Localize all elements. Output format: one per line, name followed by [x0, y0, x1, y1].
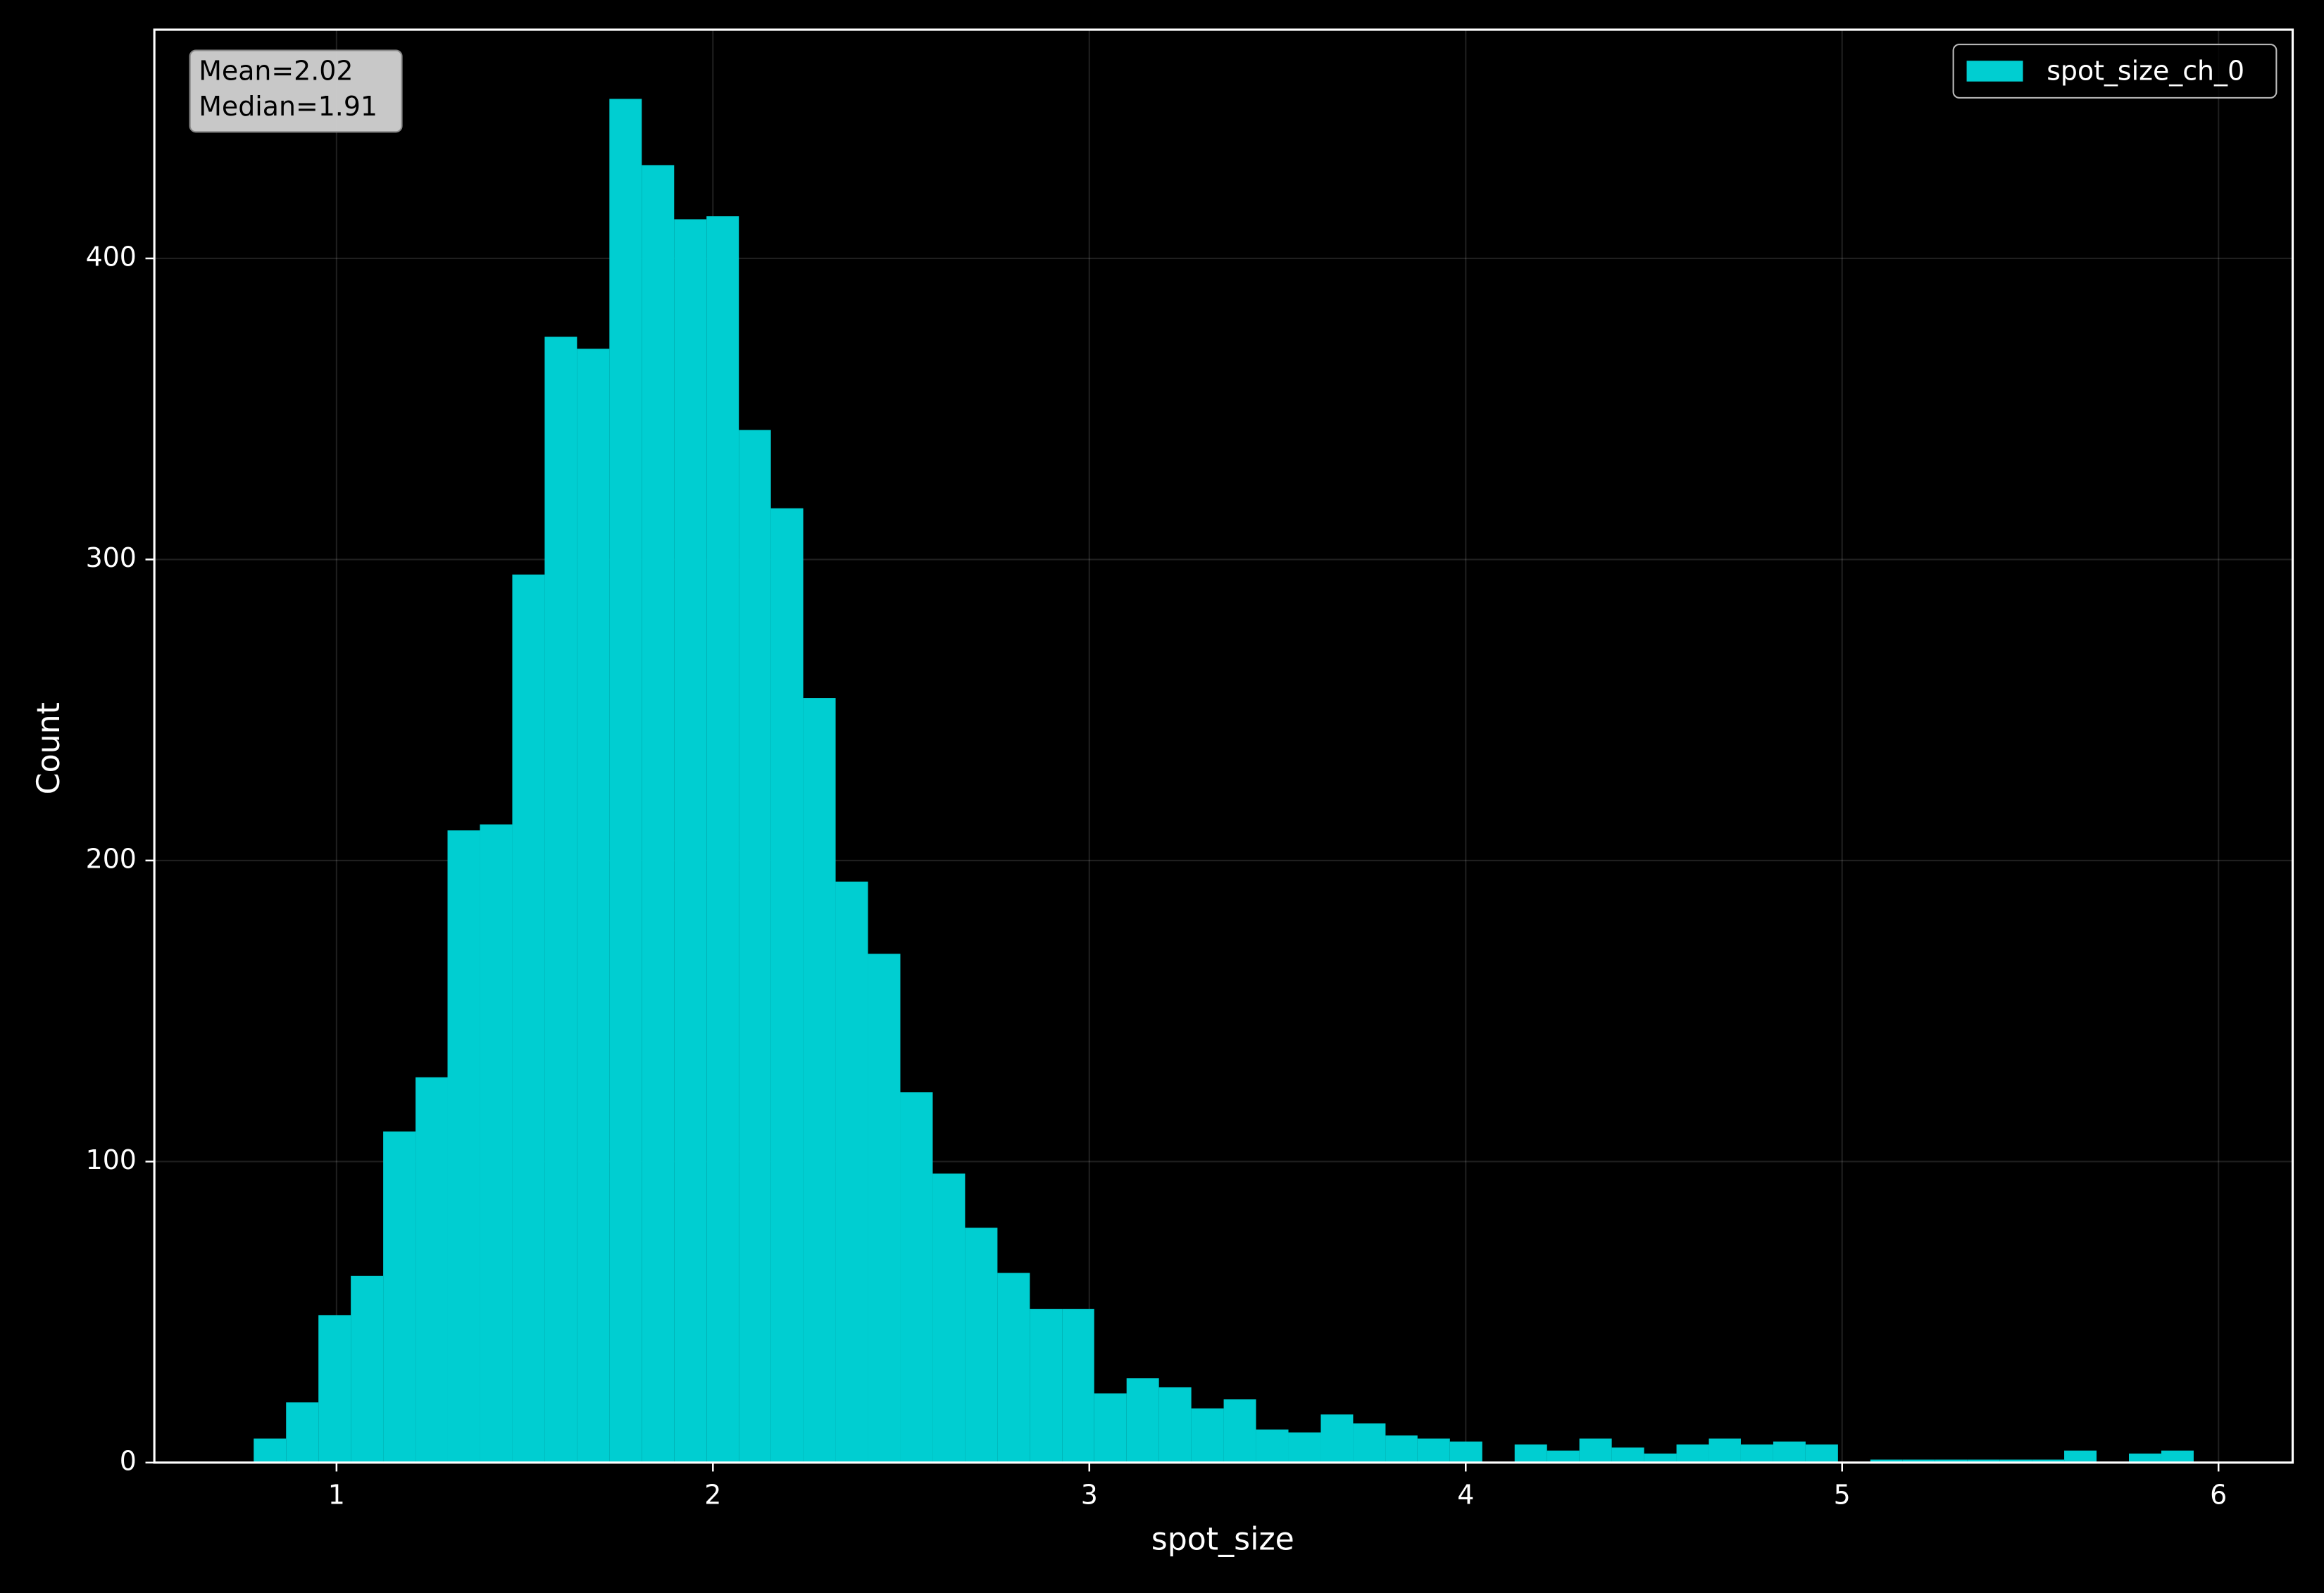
bar	[318, 1315, 351, 1463]
bar	[512, 574, 545, 1463]
bar	[1191, 1408, 1224, 1463]
bar	[1676, 1444, 1709, 1463]
bar	[1030, 1308, 1063, 1463]
bar	[2128, 1454, 2161, 1463]
bar	[544, 337, 577, 1463]
bar	[1547, 1450, 1580, 1463]
bar	[1353, 1423, 1386, 1463]
bar	[1870, 1459, 1903, 1463]
bar	[803, 698, 836, 1463]
x-axis-label: spot_size	[1151, 1521, 1294, 1557]
bar	[770, 508, 804, 1463]
bar	[835, 881, 868, 1463]
bar	[1094, 1393, 1127, 1463]
annotation: Median=1.91	[199, 91, 377, 122]
bar	[2161, 1450, 2194, 1463]
bar	[868, 954, 901, 1463]
x-tick-label: 3	[1081, 1480, 1098, 1511]
x-tick-label: 4	[1457, 1480, 1474, 1511]
bar	[1320, 1414, 1354, 1463]
stats-box	[189, 49, 403, 133]
bar	[1449, 1441, 1482, 1463]
bar	[1126, 1378, 1159, 1463]
legend-label: spot_size_ch_0	[2047, 56, 2244, 87]
bar	[1902, 1459, 1935, 1463]
bar	[577, 349, 610, 1463]
y-tick-label: 0	[120, 1445, 137, 1476]
bar	[1999, 1459, 2032, 1463]
bar	[1967, 1459, 2000, 1463]
bar	[1740, 1444, 1773, 1463]
bar	[447, 830, 480, 1463]
legend-swatch	[1966, 61, 2023, 82]
bar	[1708, 1438, 1741, 1463]
bar	[286, 1402, 319, 1463]
bar	[739, 430, 771, 1463]
x-tick-label: 5	[1834, 1480, 1851, 1511]
bar	[1223, 1399, 1256, 1463]
bar	[1935, 1459, 1968, 1463]
bar	[674, 219, 707, 1463]
bar	[609, 99, 642, 1463]
bar	[965, 1227, 998, 1463]
bar	[416, 1077, 448, 1463]
legend-box	[1952, 44, 2278, 99]
y-tick-label: 400	[86, 241, 137, 272]
bar	[2064, 1450, 2097, 1463]
bar	[1062, 1308, 1094, 1463]
bar	[900, 1092, 933, 1463]
y-axis-label: Count	[31, 702, 67, 794]
bar	[1773, 1441, 1806, 1463]
bar	[706, 216, 739, 1463]
bar	[1417, 1438, 1450, 1463]
x-tick-label: 2	[704, 1480, 721, 1511]
bar	[2032, 1459, 2065, 1463]
x-tick-label: 1	[328, 1480, 345, 1511]
y-tick-label: 200	[86, 843, 137, 874]
bar	[1256, 1429, 1289, 1463]
y-tick-label: 100	[86, 1144, 137, 1175]
bar	[1644, 1454, 1677, 1463]
bar	[1805, 1444, 1838, 1463]
bars	[254, 99, 2194, 1463]
bar	[932, 1173, 966, 1463]
bar	[997, 1273, 1030, 1463]
x-tick-label: 6	[2210, 1480, 2227, 1511]
bar	[1579, 1438, 1612, 1463]
bar	[1158, 1387, 1192, 1463]
bar	[254, 1438, 287, 1463]
ticks: 1 2 3 4 5 6 0 100 200 300 400	[86, 241, 2228, 1510]
bar	[1514, 1444, 1547, 1463]
plot-frame	[153, 28, 2294, 1464]
bar	[1385, 1435, 1418, 1463]
bar	[480, 824, 513, 1463]
bar	[642, 165, 675, 1463]
annotation: Mean=2.02	[199, 56, 353, 87]
legend: spot_size_ch_0	[1952, 44, 2278, 99]
bar	[383, 1131, 416, 1463]
bar	[1288, 1432, 1321, 1463]
bar	[351, 1275, 384, 1463]
bar	[1611, 1447, 1644, 1463]
y-tick-label: 300	[86, 542, 137, 573]
